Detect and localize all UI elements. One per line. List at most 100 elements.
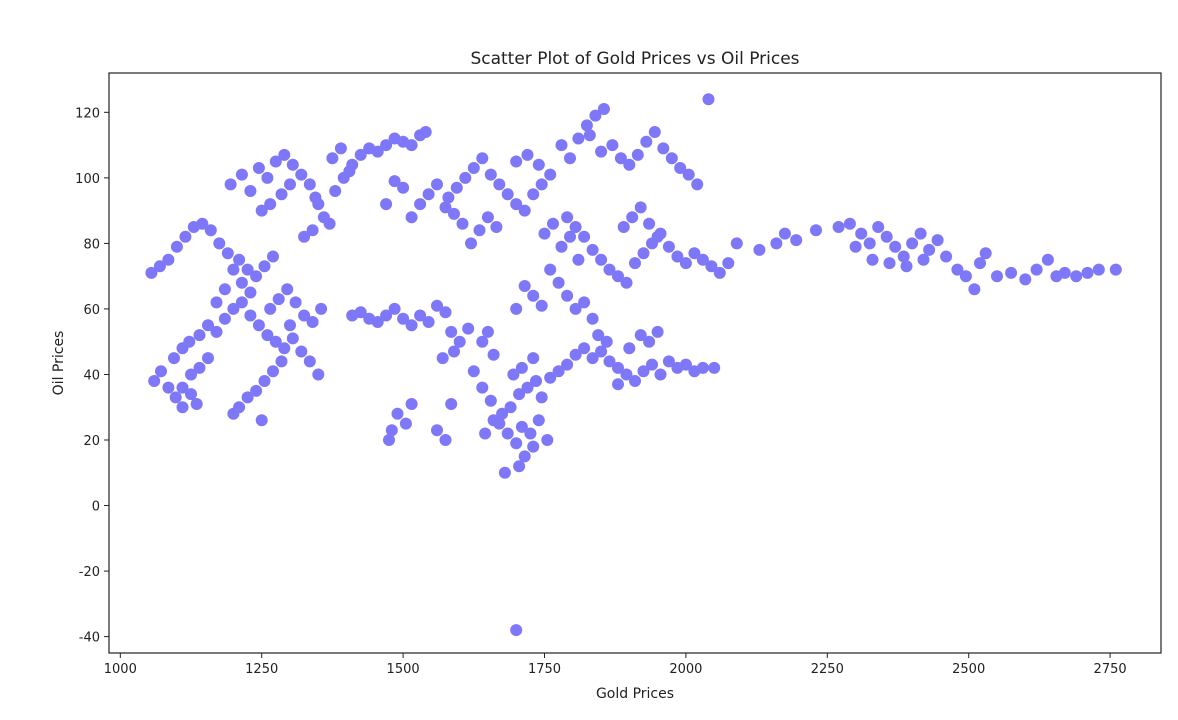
data-point: [951, 263, 964, 276]
data-point: [578, 296, 591, 309]
data-point: [507, 368, 520, 381]
data-point: [250, 270, 263, 283]
data-point: [974, 257, 986, 270]
data-point: [295, 168, 308, 181]
data-point: [255, 414, 268, 427]
data-point: [261, 171, 274, 184]
data-point: [524, 427, 537, 440]
data-point: [286, 158, 299, 171]
data-point: [504, 401, 517, 414]
data-point: [487, 348, 500, 361]
data-point: [620, 276, 633, 289]
data-point: [923, 243, 936, 256]
data-point: [284, 319, 296, 332]
data-point: [193, 361, 206, 374]
y-tick-label: 40: [83, 368, 100, 383]
data-point: [535, 299, 548, 312]
data-point: [968, 283, 981, 296]
data-point: [250, 384, 263, 397]
data-point: [148, 375, 161, 387]
data-point: [561, 211, 574, 224]
data-point: [235, 276, 248, 289]
data-point: [544, 371, 557, 384]
data-point: [544, 263, 557, 276]
data-point: [753, 243, 766, 256]
data-point: [578, 342, 591, 355]
data-point: [555, 139, 568, 152]
data-point: [267, 250, 279, 263]
data-point: [383, 434, 395, 446]
data-point: [501, 188, 514, 201]
data-point: [629, 375, 641, 387]
data-point: [521, 148, 534, 161]
data-point: [561, 289, 574, 302]
data-point: [527, 352, 540, 365]
data-point: [552, 365, 565, 378]
data-point: [218, 312, 231, 325]
data-point: [286, 332, 299, 345]
data-point: [855, 227, 868, 240]
data-point: [295, 345, 308, 358]
data-point: [445, 398, 458, 410]
data-point: [617, 221, 630, 233]
data-point: [637, 247, 650, 260]
data-point: [623, 158, 636, 171]
y-axis-label: Oil Prices: [51, 331, 67, 396]
data-point: [397, 312, 410, 325]
data-point: [371, 145, 384, 158]
y-tick-label: -40: [79, 631, 100, 646]
data-point: [569, 302, 582, 315]
data-point: [448, 207, 460, 220]
data-point: [496, 407, 509, 420]
data-point: [450, 181, 463, 194]
data-point: [422, 316, 435, 328]
data-point: [544, 168, 557, 181]
data-point: [510, 155, 523, 168]
data-point: [459, 171, 472, 184]
data-point: [244, 309, 257, 322]
data-point: [183, 335, 196, 348]
data-point: [303, 355, 316, 368]
data-point: [606, 139, 619, 152]
data-point: [442, 191, 455, 204]
data-point: [688, 247, 701, 260]
data-point: [530, 375, 542, 387]
data-point: [535, 178, 548, 191]
data-point: [162, 381, 175, 394]
data-point: [252, 319, 265, 332]
data-point: [651, 325, 664, 338]
data-point: [473, 224, 486, 237]
data-point: [696, 361, 709, 374]
data-point: [481, 325, 494, 338]
x-tick-label: 1500: [387, 662, 420, 677]
data-point: [671, 250, 684, 263]
data-point: [439, 434, 452, 446]
data-point: [227, 302, 240, 315]
data-point: [730, 237, 743, 250]
data-point: [917, 253, 930, 266]
data-point: [555, 240, 568, 253]
data-point: [1081, 266, 1094, 279]
x-tick-label: 2500: [952, 662, 985, 677]
data-point: [640, 135, 653, 148]
data-point: [275, 355, 288, 368]
data-point: [872, 221, 885, 233]
data-point: [637, 365, 650, 378]
data-point: [790, 234, 803, 247]
data-point: [518, 280, 531, 292]
data-point: [334, 142, 347, 155]
data-point: [202, 319, 214, 332]
data-point: [153, 260, 166, 273]
data-point: [264, 198, 277, 211]
data-point: [298, 230, 311, 243]
data-point: [600, 335, 613, 348]
data-point: [612, 378, 624, 391]
data-point: [233, 253, 246, 266]
data-point: [620, 368, 633, 381]
data-point: [629, 257, 641, 270]
data-point: [487, 414, 500, 427]
data-point: [298, 309, 311, 322]
data-point: [204, 224, 217, 237]
data-point: [244, 185, 257, 197]
